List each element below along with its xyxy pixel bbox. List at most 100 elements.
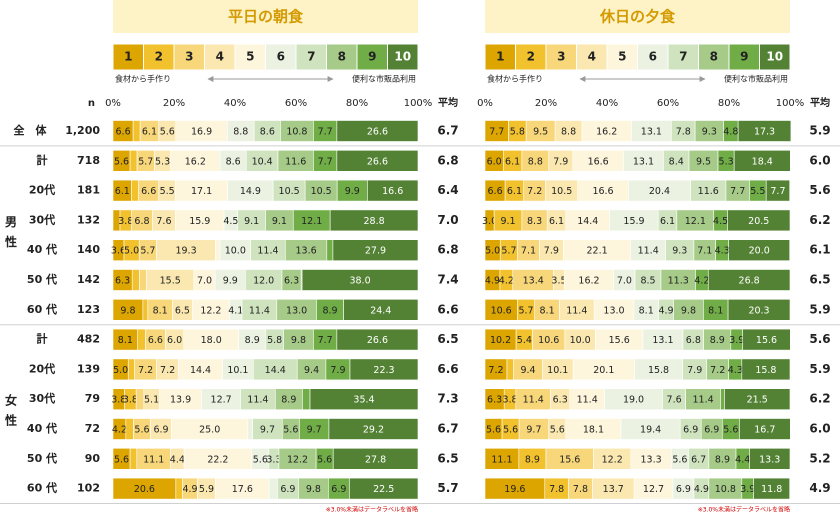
data-label: 6.8 bbox=[134, 216, 149, 227]
data-label: 8.5 bbox=[640, 276, 655, 287]
bar-segment bbox=[724, 388, 791, 411]
data-label: 6.1 bbox=[660, 216, 675, 227]
data-label: 6.8 bbox=[686, 335, 701, 346]
data-label: 6.1 bbox=[505, 156, 520, 167]
mean-value: 6.2 bbox=[809, 392, 830, 406]
mean-value: 4.9 bbox=[809, 481, 830, 495]
data-label: 16.2 bbox=[578, 276, 599, 287]
data-label: 22.1 bbox=[587, 246, 608, 257]
bar-segment bbox=[301, 269, 419, 291]
legend-label: 7 bbox=[307, 50, 315, 64]
data-label: 13.4 bbox=[523, 276, 544, 287]
data-label: 6.6 bbox=[488, 186, 503, 197]
mean-value: 6.0 bbox=[809, 422, 830, 436]
data-label: 3.8 bbox=[118, 216, 133, 227]
data-label: 9.1 bbox=[244, 216, 259, 227]
data-label: 10.6 bbox=[491, 305, 512, 316]
data-label: 11.4 bbox=[566, 305, 587, 316]
data-label: 10.5 bbox=[311, 186, 332, 197]
data-label: 25.0 bbox=[199, 425, 220, 436]
data-label: 9.8 bbox=[681, 305, 696, 316]
mean-value: 6.5 bbox=[437, 451, 458, 465]
data-label: 11.4 bbox=[247, 395, 268, 406]
data-label: 20.5 bbox=[748, 216, 769, 227]
data-label: 8.4 bbox=[669, 156, 684, 167]
data-label: 5.7 bbox=[138, 156, 153, 167]
bar-segment bbox=[135, 388, 145, 411]
data-label: 13.9 bbox=[170, 395, 191, 406]
data-label: 7.9 bbox=[544, 246, 559, 257]
data-label: 18.4 bbox=[752, 156, 773, 167]
data-label: 8.1 bbox=[153, 305, 168, 316]
legend-swatch bbox=[265, 43, 297, 71]
data-label: 5.6 bbox=[253, 454, 268, 465]
data-label: 8.9 bbox=[525, 454, 540, 465]
bar-segment bbox=[707, 269, 791, 291]
mean-value: 6.1 bbox=[809, 243, 830, 257]
mean-value: 7.3 bbox=[437, 392, 458, 406]
n-value: 140 bbox=[77, 243, 100, 256]
data-label: 27.8 bbox=[365, 454, 386, 465]
legend-label: 2 bbox=[155, 50, 163, 64]
data-label: 4.2 bbox=[499, 276, 514, 287]
legend-swatch bbox=[326, 43, 358, 71]
legend-swatch bbox=[112, 43, 144, 71]
legend-label: 9 bbox=[740, 50, 748, 64]
data-label: 9.4 bbox=[520, 365, 535, 376]
bar-segment bbox=[215, 239, 221, 261]
data-label: 6.9 bbox=[676, 484, 691, 495]
data-label: 7.7 bbox=[770, 186, 785, 197]
data-label: 6.7 bbox=[691, 454, 706, 465]
legend-swatch bbox=[667, 43, 699, 71]
data-label: 5.6 bbox=[503, 425, 518, 436]
data-label: 11.6 bbox=[285, 156, 306, 167]
legend-swatch bbox=[234, 43, 266, 71]
category-label: 40 代 bbox=[27, 242, 57, 256]
data-label: 6.3 bbox=[284, 276, 299, 287]
data-label: 28.8 bbox=[364, 216, 385, 227]
data-label: 4.1 bbox=[228, 305, 243, 316]
group-label: 女性 bbox=[4, 393, 18, 434]
mean-value: 6.2 bbox=[809, 213, 830, 227]
legend-label: 6 bbox=[277, 50, 285, 64]
data-label: 7.9 bbox=[687, 365, 702, 376]
data-label: 10.4 bbox=[252, 156, 273, 167]
bar-segment bbox=[336, 150, 419, 172]
bar-segment bbox=[332, 447, 419, 470]
legend-label: 4 bbox=[216, 50, 224, 64]
data-label: 4.5 bbox=[223, 216, 238, 227]
n-value: 132 bbox=[77, 213, 100, 226]
data-label: 5.6 bbox=[550, 425, 565, 436]
data-label: 4.9 bbox=[694, 484, 709, 495]
legend-swatch bbox=[576, 43, 608, 71]
data-label: 3.8 bbox=[111, 395, 126, 406]
bar-segment bbox=[129, 447, 138, 470]
data-label: 11.1 bbox=[491, 454, 512, 465]
data-label: 7.8 bbox=[573, 484, 588, 495]
data-label: 9.1 bbox=[272, 216, 287, 227]
data-label: 7.0 bbox=[197, 276, 212, 287]
legend-swatch bbox=[545, 43, 577, 71]
data-label: 7.6 bbox=[156, 216, 171, 227]
data-label: 6.9 bbox=[683, 425, 698, 436]
bar-segment bbox=[742, 328, 791, 351]
x-tick-label: 40% bbox=[596, 98, 618, 109]
bar-segment bbox=[129, 150, 138, 172]
data-label: 8.9 bbox=[245, 335, 260, 346]
data-label: 7.9 bbox=[553, 156, 568, 167]
data-label: 20.3 bbox=[748, 305, 769, 316]
bar-segment bbox=[131, 269, 140, 291]
mean-header: 平均 bbox=[438, 96, 458, 109]
data-label: 10.5 bbox=[279, 186, 300, 197]
category-label: 30代 bbox=[29, 212, 55, 226]
bar-segment bbox=[336, 328, 419, 351]
data-label: 17.1 bbox=[191, 186, 212, 197]
bar-segment bbox=[349, 358, 419, 381]
data-label: 7.2 bbox=[138, 365, 153, 376]
mean-header: 平均 bbox=[810, 96, 830, 109]
x-tick-label: 20% bbox=[163, 98, 185, 109]
data-label: 9.3 bbox=[702, 127, 717, 138]
data-label: 8.1 bbox=[540, 305, 555, 316]
data-label: 7.8 bbox=[549, 484, 564, 495]
data-label: 16.2 bbox=[596, 127, 617, 138]
